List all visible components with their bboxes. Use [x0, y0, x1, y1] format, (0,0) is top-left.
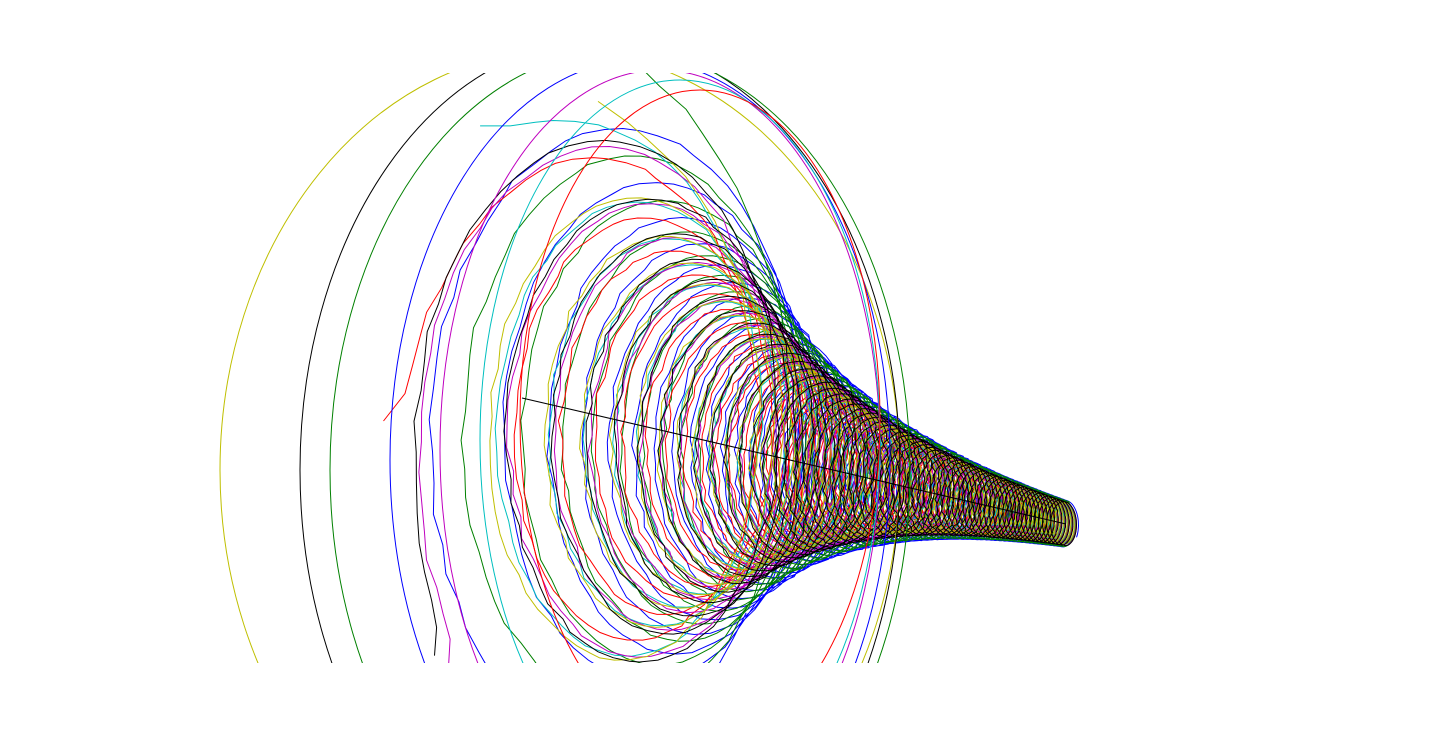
- trajectory-layer: [219, 73, 1080, 663]
- trajectory-outer-arc: [299, 73, 901, 663]
- trajectory-outer-arc: [519, 89, 881, 663]
- trajectory-outer-arc: [389, 73, 891, 663]
- trajectory-outer-arc: [329, 73, 911, 663]
- trajectory-series: [413, 139, 1078, 663]
- reference-line: [521, 397, 1067, 525]
- trajectory-series: [460, 73, 1077, 663]
